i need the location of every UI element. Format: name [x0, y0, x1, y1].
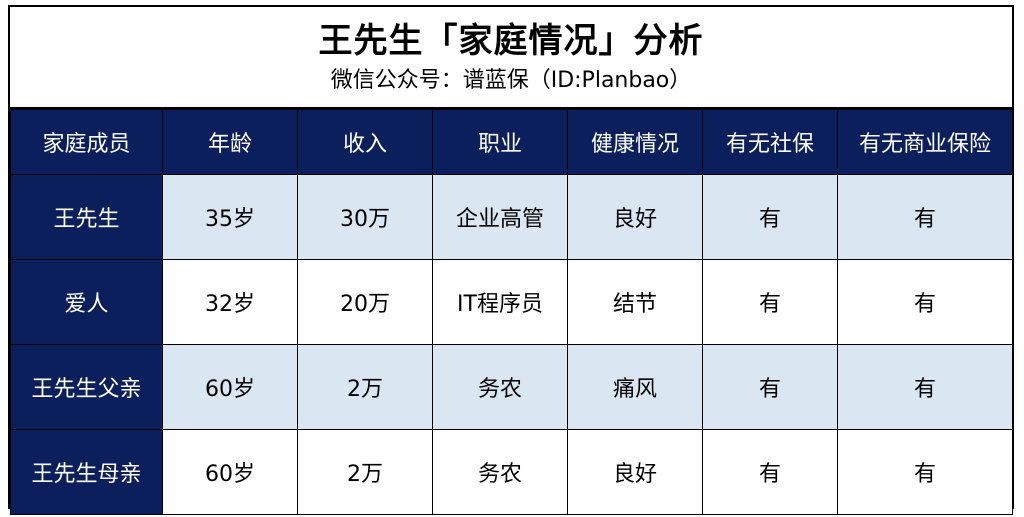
- commercial-insurance-cell: 有: [837, 344, 1013, 430]
- job-cell: 务农: [432, 429, 568, 515]
- column-header-health: 健康情况: [567, 109, 703, 175]
- member-name: 王先生: [10, 174, 163, 260]
- member-name: 王先生父亲: [10, 344, 163, 430]
- income-cell: 2万: [297, 344, 433, 430]
- card-header: 王先生「家庭情况」分析 微信公众号：谱蓝保（ID:Planbao）: [10, 7, 1012, 109]
- table-header-row: 家庭成员 年龄 收入 职业 健康情况 有无社保 有无商业保险: [10, 109, 1013, 175]
- social-insurance-cell: 有: [702, 344, 838, 430]
- column-header-income: 收入: [297, 109, 433, 175]
- social-insurance-cell: 有: [702, 259, 838, 345]
- income-cell: 30万: [297, 174, 433, 260]
- social-insurance-cell: 有: [702, 429, 838, 515]
- family-analysis-card: 王先生「家庭情况」分析 微信公众号：谱蓝保（ID:Planbao） 家庭成员 年…: [8, 5, 1014, 515]
- income-cell: 2万: [297, 429, 433, 515]
- column-header-member: 家庭成员: [10, 109, 163, 175]
- page-title: 王先生「家庭情况」分析: [318, 21, 704, 61]
- page-subtitle: 微信公众号：谱蓝保（ID:Planbao）: [330, 68, 692, 93]
- health-cell: 痛风: [567, 344, 703, 430]
- health-cell: 结节: [567, 259, 703, 345]
- age-cell: 60岁: [162, 429, 298, 515]
- column-header-age: 年龄: [162, 109, 298, 175]
- age-cell: 32岁: [162, 259, 298, 345]
- health-cell: 良好: [567, 174, 703, 260]
- health-cell: 良好: [567, 429, 703, 515]
- commercial-insurance-cell: 有: [837, 259, 1013, 345]
- income-cell: 20万: [297, 259, 433, 345]
- column-header-job: 职业: [432, 109, 568, 175]
- job-cell: IT程序员: [432, 259, 568, 345]
- table-row: 王先生父亲 60岁 2万 务农 痛风 有 有: [10, 344, 1013, 430]
- table-row: 王先生 35岁 30万 企业高管 良好 有 有: [10, 174, 1013, 260]
- job-cell: 企业高管: [432, 174, 568, 260]
- table-row: 爱人 32岁 20万 IT程序员 结节 有 有: [10, 259, 1013, 345]
- commercial-insurance-cell: 有: [837, 174, 1013, 260]
- member-name: 王先生母亲: [10, 429, 163, 515]
- column-header-commercial-insurance: 有无商业保险: [837, 109, 1013, 175]
- column-header-social-insurance: 有无社保: [702, 109, 838, 175]
- job-cell: 务农: [432, 344, 568, 430]
- age-cell: 35岁: [162, 174, 298, 260]
- social-insurance-cell: 有: [702, 174, 838, 260]
- family-table: 家庭成员 年龄 收入 职业 健康情况 有无社保 有无商业保险 王先生 35岁 3…: [10, 109, 1013, 515]
- table-row: 王先生母亲 60岁 2万 务农 良好 有 有: [10, 429, 1013, 515]
- commercial-insurance-cell: 有: [837, 429, 1013, 515]
- member-name: 爱人: [10, 259, 163, 345]
- age-cell: 60岁: [162, 344, 298, 430]
